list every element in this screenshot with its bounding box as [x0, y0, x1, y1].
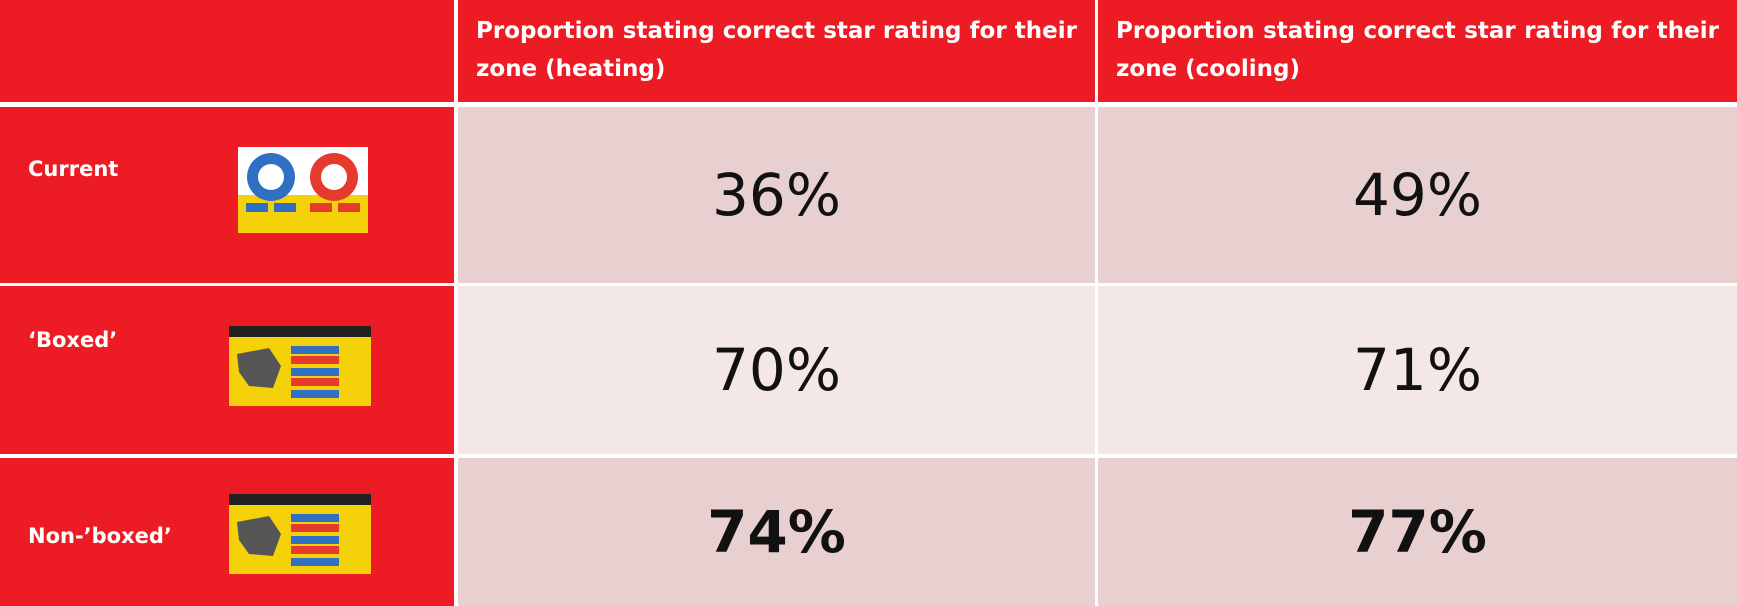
value-cell: 49%: [1098, 107, 1737, 283]
row-label: Non-’boxed’: [0, 524, 172, 548]
label-image: [229, 494, 371, 574]
row-label-cell: Non-’boxed’: [0, 458, 454, 606]
value-cell: 74%: [458, 458, 1095, 606]
header-cell: Proportion stating correct star rating f…: [1098, 0, 1737, 102]
row-label: ‘Boxed’: [0, 328, 117, 352]
value-cell: 70%: [458, 286, 1095, 454]
label-image: [238, 147, 368, 233]
page: {"table": { "header": ["Proportion stati…: [0, 0, 1737, 606]
value-cell: 77%: [1098, 458, 1737, 606]
label-image: [229, 326, 371, 406]
header-empty-cell: [0, 0, 454, 102]
row-label: Current: [0, 157, 118, 181]
value-cell: 36%: [458, 107, 1095, 283]
header-cell: Proportion stating correct star rating f…: [458, 0, 1095, 102]
row-label-cell: ‘Boxed’: [0, 286, 454, 454]
row-label-cell: Current: [0, 107, 454, 283]
value-cell: 71%: [1098, 286, 1737, 454]
